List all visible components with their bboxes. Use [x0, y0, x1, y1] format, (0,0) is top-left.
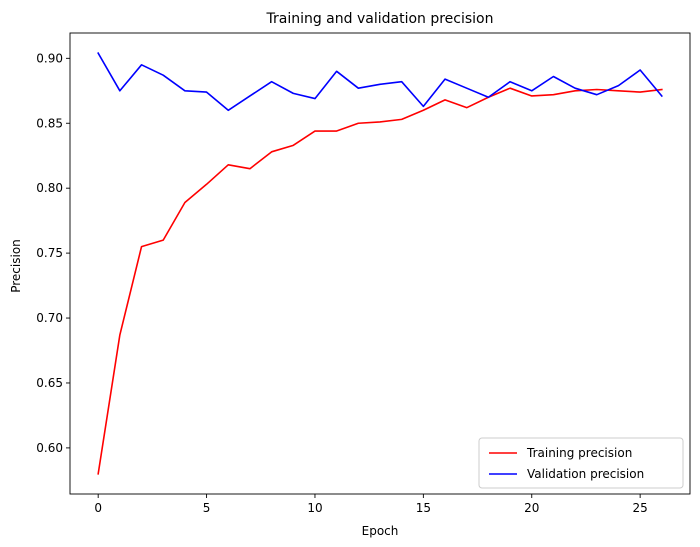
plot-frame [69, 32, 691, 495]
series-line-validation [97, 52, 663, 112]
legend-label-training: Training precision [526, 446, 632, 460]
legend-box [478, 437, 684, 489]
legend-label-validation: Validation precision [527, 467, 644, 481]
y-tick-label: 0.90 [36, 51, 63, 65]
series-line-training [97, 87, 663, 475]
x-tick-label: 0 [94, 501, 102, 515]
y-tick-label: 0.80 [36, 181, 63, 195]
y-axis-title: Precision [9, 239, 23, 293]
x-tick-label: 15 [416, 501, 431, 515]
chart-title: Training and validation precision [265, 11, 493, 27]
y-tick-label: 0.60 [36, 441, 63, 455]
y-tick-label: 0.70 [36, 311, 63, 325]
x-axis-title: Epoch [362, 524, 399, 538]
x-tick-label: 10 [307, 501, 322, 515]
y-tick-label: 0.75 [36, 246, 63, 260]
y-tick-label: 0.85 [36, 116, 63, 130]
x-tick-label: 5 [203, 501, 211, 515]
y-tick-label: 0.65 [36, 376, 63, 390]
x-tick-label: 25 [632, 501, 647, 515]
axes: 0 5 10 15 20 25 0.60 0.65 0.70 0.75 0.80 0.85 0.90 [36, 32, 691, 515]
x-tick-label: 20 [524, 501, 539, 515]
plot-series [97, 52, 663, 475]
legend: Training precision Validation precision [478, 437, 684, 489]
